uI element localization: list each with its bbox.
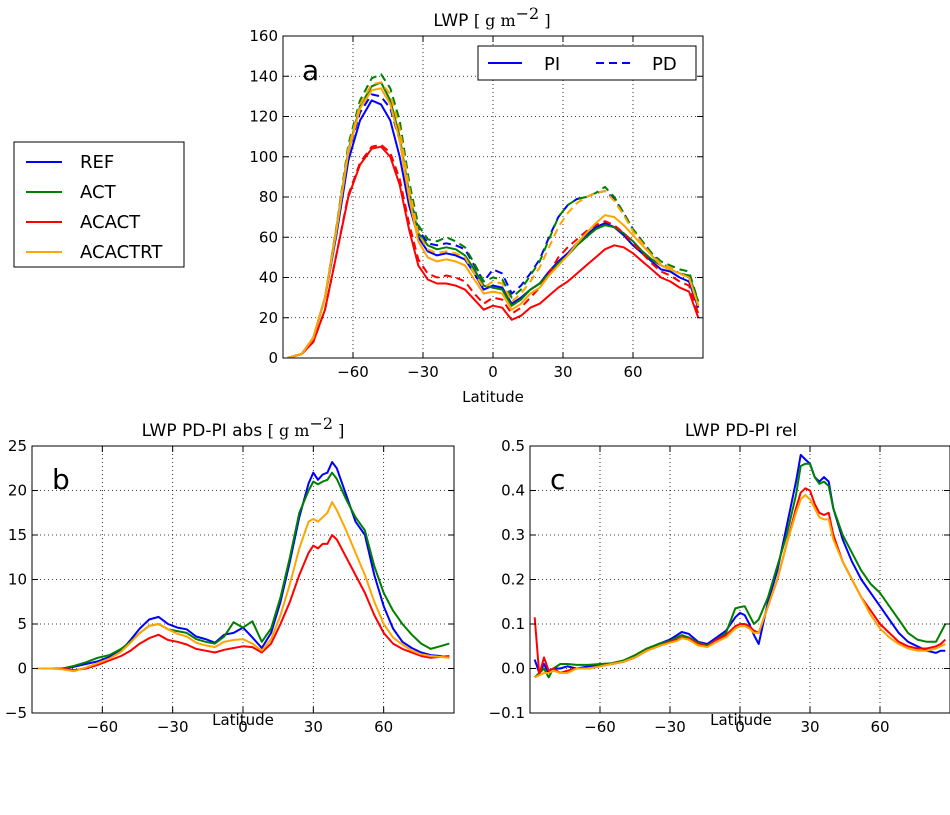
y-tick-label: 80 (259, 188, 278, 206)
x-tick-label: −60 (87, 718, 119, 736)
y-tick-label: 20 (8, 482, 27, 500)
y-tick-label: 5 (17, 615, 27, 633)
x-tick-label: 0 (238, 718, 248, 736)
panel-a-series (287, 73, 700, 358)
panel-a-ticks: −60 −30 0 30 60 0 20 40 60 80 100 120 140 160 (249, 27, 703, 381)
y-tick-label: 25 (8, 437, 27, 455)
y-tick-label: 0.0 (501, 660, 525, 678)
panel-a: LWP [ g m−2 ] Latitude −60 −30 0 30 60 0 20 40 6… (249, 4, 704, 406)
series-line-acactrt (36, 501, 450, 673)
panel-b-grid (32, 445, 454, 714)
series-line-acact-pi (287, 145, 700, 358)
x-tick-label: −60 (337, 363, 369, 381)
series-line-acactrt-pd (287, 81, 700, 358)
y-tick-label: −5 (5, 704, 27, 722)
x-tick-label: 30 (304, 718, 323, 736)
y-tick-label: 0 (268, 349, 278, 367)
series-line-ref (533, 453, 946, 674)
panel-a-title: LWP [ g m−2 ] (433, 4, 550, 31)
y-tick-label: 10 (8, 571, 27, 589)
series-line-act (36, 471, 450, 670)
y-tick-label: 0.4 (501, 482, 525, 500)
series-line-acact (36, 534, 450, 672)
panel-c-title: LWP PD-PI rel (685, 421, 797, 441)
legend-pi-label: PI (544, 54, 560, 75)
y-tick-label: 160 (249, 27, 278, 45)
y-tick-label: 0.3 (501, 526, 525, 544)
y-tick-label: −0.1 (489, 704, 525, 722)
x-tick-label: −30 (157, 718, 189, 736)
panel-c-series (533, 453, 947, 679)
x-tick-label: −60 (584, 718, 616, 736)
y-tick-label: 120 (249, 108, 278, 126)
x-tick-label: 0 (488, 363, 498, 381)
panel-c-ticks: −60 −30 0 30 60 −0.1 0.0 0.1 0.2 0.3 0.4 0.5 (489, 437, 950, 736)
y-tick-label: 0.5 (501, 437, 525, 455)
panel-a-grid (283, 35, 703, 359)
y-tick-label: 15 (8, 526, 27, 544)
series-line-acact (533, 487, 946, 677)
series-line-ref-pi (287, 99, 700, 358)
panel-b-xlabel: Latitude (212, 711, 274, 729)
legend-label-acact: ACACT (80, 212, 141, 233)
legend-styles: PI PD (477, 45, 697, 81)
x-tick-label: 60 (374, 718, 393, 736)
panel-c-xlabel: Latitude (710, 711, 772, 729)
series-line-acactrt (534, 494, 946, 679)
panel-a-letter: a (302, 54, 319, 87)
series-line-ref-pd (287, 93, 700, 358)
series-line-act-pd (287, 73, 700, 358)
x-tick-label: 30 (800, 718, 819, 736)
panel-c: LWP PD-PI rel Latitude −60 −30 0 30 60 −0.1 0.… (489, 421, 950, 736)
panel-b-ticks: −60 −30 0 30 60 −5 0 5 10 15 20 25 (5, 437, 454, 736)
legend-label-ref: REF (80, 152, 114, 173)
panel-b-series (36, 461, 450, 673)
series-line-act (534, 462, 947, 679)
y-tick-label: 0.2 (501, 571, 525, 589)
y-tick-label: 40 (259, 269, 278, 287)
panel-a-xlabel: Latitude (462, 388, 524, 406)
panel-c-letter: c (550, 463, 565, 496)
legend-pd-label: PD (652, 54, 677, 75)
panel-c-grid (530, 445, 950, 714)
x-tick-label: 0 (735, 718, 745, 736)
legend-label-acactrt: ACACTRT (80, 242, 163, 263)
panel-b: LWP PD-PI abs [ g m−2 ] Latitude −60 −30 0… (5, 414, 455, 736)
x-tick-label: 30 (553, 363, 572, 381)
x-tick-label: 60 (623, 363, 642, 381)
y-tick-label: 100 (249, 148, 278, 166)
panel-b-title: LWP PD-PI abs [ g m−2 ] (142, 414, 345, 441)
y-tick-label: 140 (249, 67, 278, 85)
series-line-acactrt-pi (287, 87, 700, 358)
x-tick-label: 60 (870, 718, 889, 736)
series-line-act-pi (287, 81, 700, 358)
x-tick-label: −30 (407, 363, 439, 381)
legend-models: REF ACT ACACT ACACTRT (13, 141, 185, 268)
legend-label-act: ACT (80, 182, 117, 203)
y-tick-label: 0 (17, 660, 27, 678)
y-tick-label: 0.1 (501, 615, 525, 633)
y-tick-label: 20 (259, 309, 278, 327)
panel-b-letter: b (52, 463, 70, 496)
y-tick-label: 60 (259, 228, 278, 246)
series-line-acact-pd (287, 143, 700, 358)
x-tick-label: −30 (654, 718, 686, 736)
